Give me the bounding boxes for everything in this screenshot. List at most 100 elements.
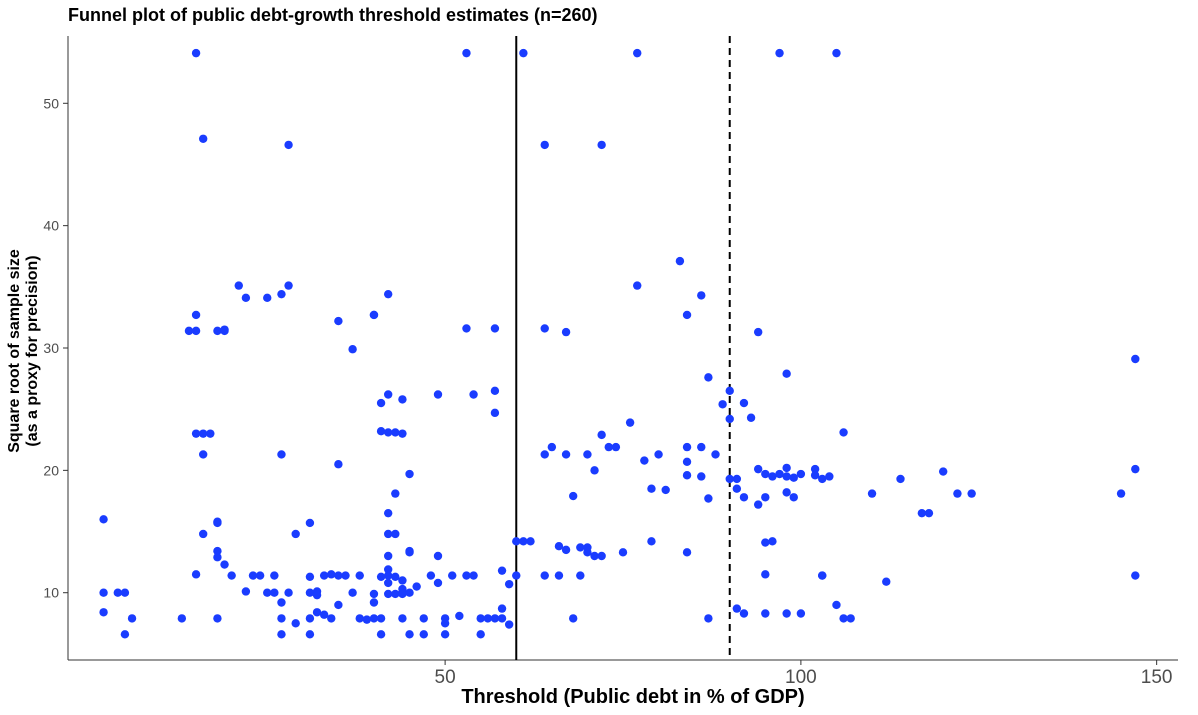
data-point <box>120 588 130 597</box>
data-point <box>561 450 571 459</box>
data-point <box>568 491 578 501</box>
data-point <box>1116 489 1126 498</box>
data-point <box>398 614 407 623</box>
data-point <box>263 588 272 597</box>
data-point <box>782 488 791 497</box>
y-tick-label: 40 <box>43 218 59 234</box>
data-point <box>846 614 855 623</box>
x-axis-ticks: 50 100 150 <box>435 660 1173 688</box>
data-point <box>234 281 243 290</box>
data-point <box>184 326 194 336</box>
data-point <box>682 548 692 557</box>
data-point <box>782 472 791 481</box>
data-point <box>99 608 108 617</box>
data-point <box>455 611 464 621</box>
data-point <box>419 614 428 623</box>
data-point <box>761 493 770 502</box>
data-point <box>604 442 613 452</box>
data-point <box>305 614 315 623</box>
data-point <box>355 614 364 623</box>
data-point <box>810 471 820 480</box>
data-point <box>284 140 293 150</box>
data-point <box>391 428 400 437</box>
data-point <box>761 538 770 547</box>
data-point <box>697 291 706 300</box>
data-point <box>590 551 599 561</box>
data-point <box>1131 354 1140 364</box>
data-point <box>319 610 329 619</box>
data-point <box>675 256 685 266</box>
data-point <box>576 543 585 552</box>
data-point <box>704 614 713 623</box>
data-point <box>198 134 208 143</box>
data-point <box>248 571 258 580</box>
data-point <box>789 493 798 502</box>
data-point <box>462 571 471 580</box>
data-point <box>967 489 976 498</box>
data-point <box>768 472 777 481</box>
data-point <box>526 537 535 546</box>
data-point <box>732 474 742 484</box>
data-point <box>220 326 229 336</box>
chart-title: Funnel plot of public debt-growth thresh… <box>68 5 598 25</box>
data-point <box>433 551 443 561</box>
data-point <box>540 450 549 459</box>
y-tick-label: 30 <box>43 340 59 356</box>
data-point <box>383 589 393 599</box>
data-point <box>405 630 414 639</box>
data-point <box>448 571 457 580</box>
data-point <box>789 473 798 482</box>
data-point <box>761 609 770 618</box>
data-point <box>277 289 286 299</box>
data-point <box>497 566 507 575</box>
data-point <box>213 326 222 336</box>
data-point <box>213 553 222 562</box>
data-point <box>270 571 279 580</box>
y-axis-title-line2: (as a proxy for precision) <box>24 255 41 446</box>
data-point <box>732 484 742 493</box>
data-point <box>369 598 379 607</box>
data-point <box>753 500 763 509</box>
data-point <box>618 548 628 557</box>
data-point <box>583 548 592 557</box>
data-point <box>191 326 201 336</box>
data-point <box>419 630 428 639</box>
data-point <box>718 400 727 409</box>
data-point <box>213 546 222 556</box>
data-point <box>191 48 201 58</box>
data-point <box>305 588 315 597</box>
data-point <box>540 140 549 150</box>
data-point <box>376 630 386 639</box>
data-point <box>177 614 187 623</box>
data-point <box>953 489 962 498</box>
data-point <box>597 551 606 561</box>
data-point <box>376 572 386 581</box>
y-axis-title-line1: Square root of sample size <box>6 249 23 453</box>
data-point <box>924 508 934 518</box>
data-point <box>198 450 208 459</box>
data-point <box>305 630 315 639</box>
axes <box>67 36 1178 661</box>
data-point <box>198 529 208 539</box>
data-point <box>497 604 507 613</box>
data-point <box>440 630 450 639</box>
data-point <box>732 604 742 613</box>
data-point <box>590 466 599 475</box>
data-point <box>440 619 450 628</box>
data-point <box>504 579 514 589</box>
data-point <box>512 537 521 546</box>
data-point <box>305 518 315 528</box>
data-point <box>483 614 493 623</box>
y-axis-ticks: 10 20 30 40 50 <box>43 95 68 601</box>
data-point <box>839 428 848 437</box>
data-point <box>327 614 336 623</box>
data-point <box>711 450 720 459</box>
data-point <box>383 529 393 539</box>
data-point <box>640 456 649 465</box>
data-point <box>597 430 606 440</box>
data-point <box>796 609 806 618</box>
data-point <box>291 619 300 628</box>
data-point <box>334 316 343 326</box>
data-point <box>896 474 905 484</box>
data-point <box>284 588 293 597</box>
